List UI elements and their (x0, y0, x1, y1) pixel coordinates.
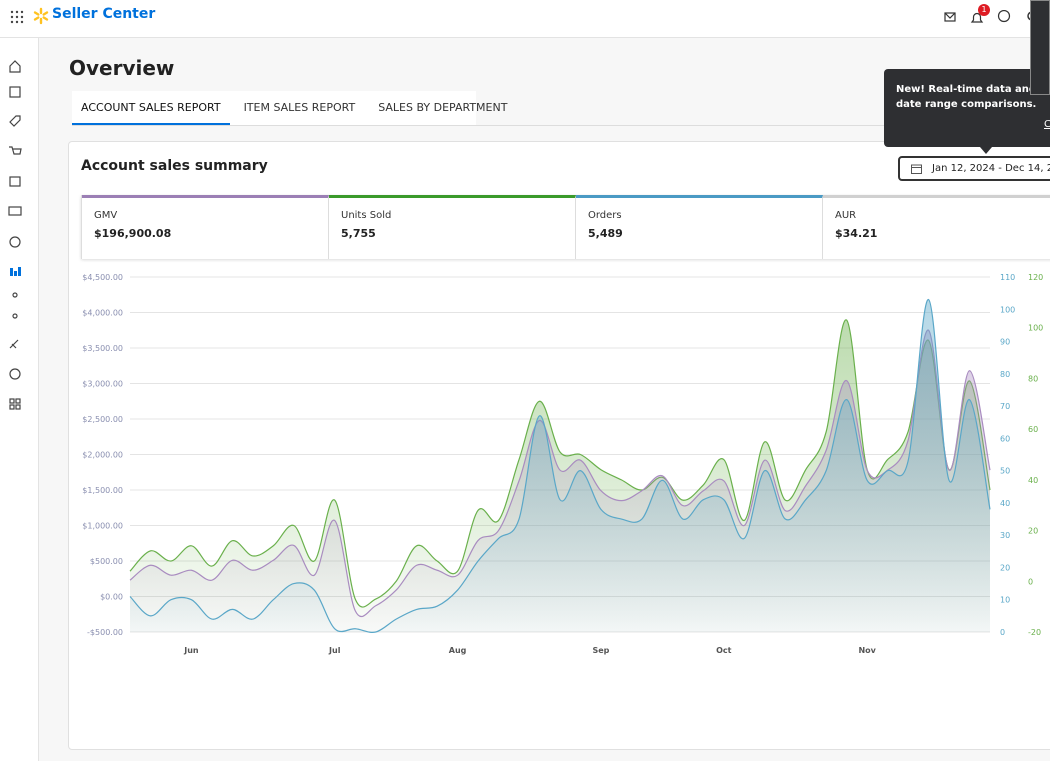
y-tick-label: $4,000.00 (82, 309, 123, 318)
mail-icon[interactable] (944, 12, 956, 22)
y-tick-label: $2,500.00 (82, 415, 123, 424)
y3-tick-label: -20 (1028, 628, 1041, 637)
series-line (129, 329, 991, 617)
y3-tick-label: 0 (1028, 577, 1033, 586)
metric-label: AUR (835, 210, 857, 221)
metric-value: 5,755 (341, 227, 376, 240)
tab[interactable]: SALES BY DEPARTMENT (378, 101, 508, 114)
nav-store[interactable] (9, 176, 21, 187)
tabs: ACCOUNT SALES REPORT ITEM SALES REPORT S… (72, 91, 507, 125)
nav-performance[interactable] (9, 236, 21, 248)
metric-label: Orders (588, 210, 622, 221)
metric-card[interactable]: Orders 5,489 (576, 195, 823, 259)
tooltip-link[interactable]: C (1044, 119, 1050, 130)
y-tick-label: $3,000.00 (82, 380, 123, 389)
tab[interactable]: ITEM SALES REPORT (243, 101, 356, 114)
metric-label: GMV (94, 210, 118, 221)
brand[interactable]: Seller Center (52, 6, 156, 22)
tooltip-arrow (980, 147, 992, 154)
y3-tick-label: 40 (1028, 476, 1038, 485)
bell-icon[interactable] (970, 12, 984, 23)
x-tick-label: Sep (592, 646, 609, 655)
series-area (130, 299, 990, 633)
sidebar (0, 38, 39, 761)
y2-tick-label: 70 (1000, 402, 1010, 411)
x-tick-label: Aug (449, 646, 467, 655)
metric-value: 5,489 (588, 227, 623, 240)
metric-card[interactable]: AUR $34.21 (823, 195, 1050, 259)
nav-cart[interactable] (9, 146, 22, 155)
apps-icon[interactable] (10, 10, 24, 24)
y2-tick-label: 110 (1000, 273, 1015, 282)
tooltip-text: New! Real-time data and cust (896, 84, 1050, 95)
y-tick-label: $4,500.00 (82, 273, 123, 282)
x-tick-label: Jul (328, 646, 341, 655)
y3-tick-label: 20 (1028, 527, 1038, 536)
metric-cards: GMV $196,900.08 Units Sold 5,755 Orders 5,489… (81, 195, 1050, 259)
y2-tick-label: 0 (1000, 628, 1005, 637)
y2-tick-label: 20 (1000, 563, 1010, 572)
y3-tick-label: 120 (1028, 273, 1043, 282)
top-bar: Seller Center 1 (0, 0, 1050, 38)
y2-tick-label: 40 (1000, 499, 1010, 508)
y2-tick-label: 90 (1000, 338, 1010, 347)
nav-tags[interactable] (9, 115, 21, 127)
y-tick-label: $1,500.00 (82, 486, 123, 495)
tab[interactable]: ACCOUNT SALES REPORT (72, 91, 230, 125)
y2-tick-label: 60 (1000, 434, 1010, 443)
y2-tick-label: 80 (1000, 370, 1010, 379)
page-title: Overview (69, 56, 175, 80)
metric-label: Units Sold (341, 210, 392, 221)
y-tick-label: $0.00 (100, 593, 123, 602)
y-tick-label: $2,000.00 (82, 451, 123, 460)
y-tick-label: $500.00 (90, 557, 123, 566)
calendar-icon (911, 164, 922, 174)
x-tick-label: Nov (858, 646, 876, 655)
series-line (129, 298, 991, 633)
metric-card[interactable]: GMV $196,900.08 (82, 195, 329, 259)
nav-growth[interactable] (9, 339, 19, 349)
x-tick-label: Jun (183, 646, 199, 655)
metric-value: $34.21 (835, 227, 878, 240)
date-range: Jan 12, 2024 - Dec 14, 202 (932, 163, 1050, 174)
help-icon[interactable] (997, 10, 1011, 23)
nav-home[interactable] (9, 60, 21, 73)
series-line (129, 319, 991, 608)
metric-value: $196,900.08 (94, 227, 172, 240)
y3-tick-label: 80 (1028, 374, 1038, 383)
date-range-picker[interactable]: Jan 12, 2024 - Dec 14, 202 (898, 156, 1050, 181)
y-tick-label: $1,000.00 (82, 522, 123, 531)
nav-icons (8, 60, 22, 410)
y2-tick-label: 10 (1000, 596, 1010, 605)
metric-card[interactable]: Units Sold 5,755 (329, 195, 576, 259)
y-tick-label: -$500.00 (87, 628, 123, 637)
y2-tick-label: 30 (1000, 531, 1010, 540)
summary-title: Account sales summary (81, 158, 268, 174)
notification-badge: 1 (978, 4, 990, 16)
nav-orders[interactable] (9, 86, 21, 98)
tab-divider (72, 125, 1050, 126)
spark-logo (33, 7, 49, 25)
y2-tick-label: 50 (1000, 467, 1010, 476)
tooltip-text: date range comparisons. (896, 99, 1037, 110)
y-tick-label: $3,500.00 (82, 344, 123, 353)
tooltip: New! Real-time data and cust date range c… (884, 69, 1050, 147)
x-tick-label: Oct (716, 646, 732, 655)
nav-payments[interactable] (8, 206, 22, 216)
y3-tick-label: 100 (1028, 324, 1043, 333)
y3-tick-label: 60 (1028, 425, 1038, 434)
nav-targets[interactable] (9, 368, 21, 380)
y2-tick-label: 100 (1000, 305, 1015, 314)
